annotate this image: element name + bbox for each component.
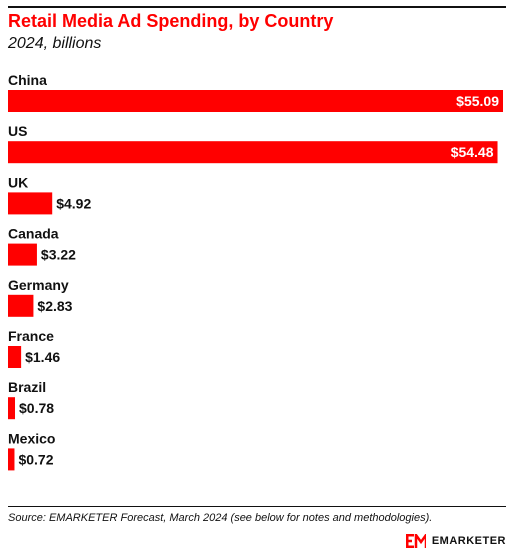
source-note: Source: EMARKETER Forecast, March 2024 (… — [8, 512, 433, 524]
bar-us — [8, 141, 498, 164]
category-label-uk: UK — [8, 174, 28, 190]
emarketer-logo: EMARKETER — [405, 533, 506, 549]
bar-brazil — [8, 397, 16, 420]
value-label-brazil: $0.78 — [19, 400, 54, 416]
value-label-canada: $3.22 — [41, 247, 76, 263]
bottom-rule — [8, 506, 506, 507]
value-label-uk: $4.92 — [56, 195, 91, 211]
value-label-germany: $2.83 — [37, 298, 72, 314]
chart-subtitle: 2024, billions — [8, 35, 102, 52]
bar-france — [8, 346, 22, 368]
category-label-germany: Germany — [8, 277, 69, 293]
value-label-china: $55.09 — [456, 93, 499, 109]
bar-chart: China $55.09 US $54.48 UK $4.92 Canada $3.22 Ger… — [8, 72, 503, 471]
value-label-mexico: $0.72 — [18, 451, 53, 467]
category-label-canada: Canada — [8, 226, 59, 242]
value-label-france: $1.46 — [25, 349, 60, 365]
category-label-france: France — [8, 328, 54, 344]
bar-canada — [8, 243, 37, 266]
category-label-china: China — [8, 72, 47, 88]
bar-uk — [8, 192, 53, 215]
bar-mexico — [8, 448, 15, 471]
chart-title: Retail Media Ad Spending, by Country — [8, 11, 334, 31]
category-label-brazil: Brazil — [8, 379, 46, 395]
category-label-mexico: Mexico — [8, 430, 55, 446]
top-rule — [8, 6, 506, 8]
emarketer-logo-icon — [405, 534, 426, 548]
value-label-us: $54.48 — [451, 144, 494, 160]
bar-china — [8, 90, 503, 112]
category-label-us: US — [8, 123, 27, 139]
brand-name: EMARKETER — [431, 535, 506, 547]
bar-germany — [8, 294, 34, 317]
